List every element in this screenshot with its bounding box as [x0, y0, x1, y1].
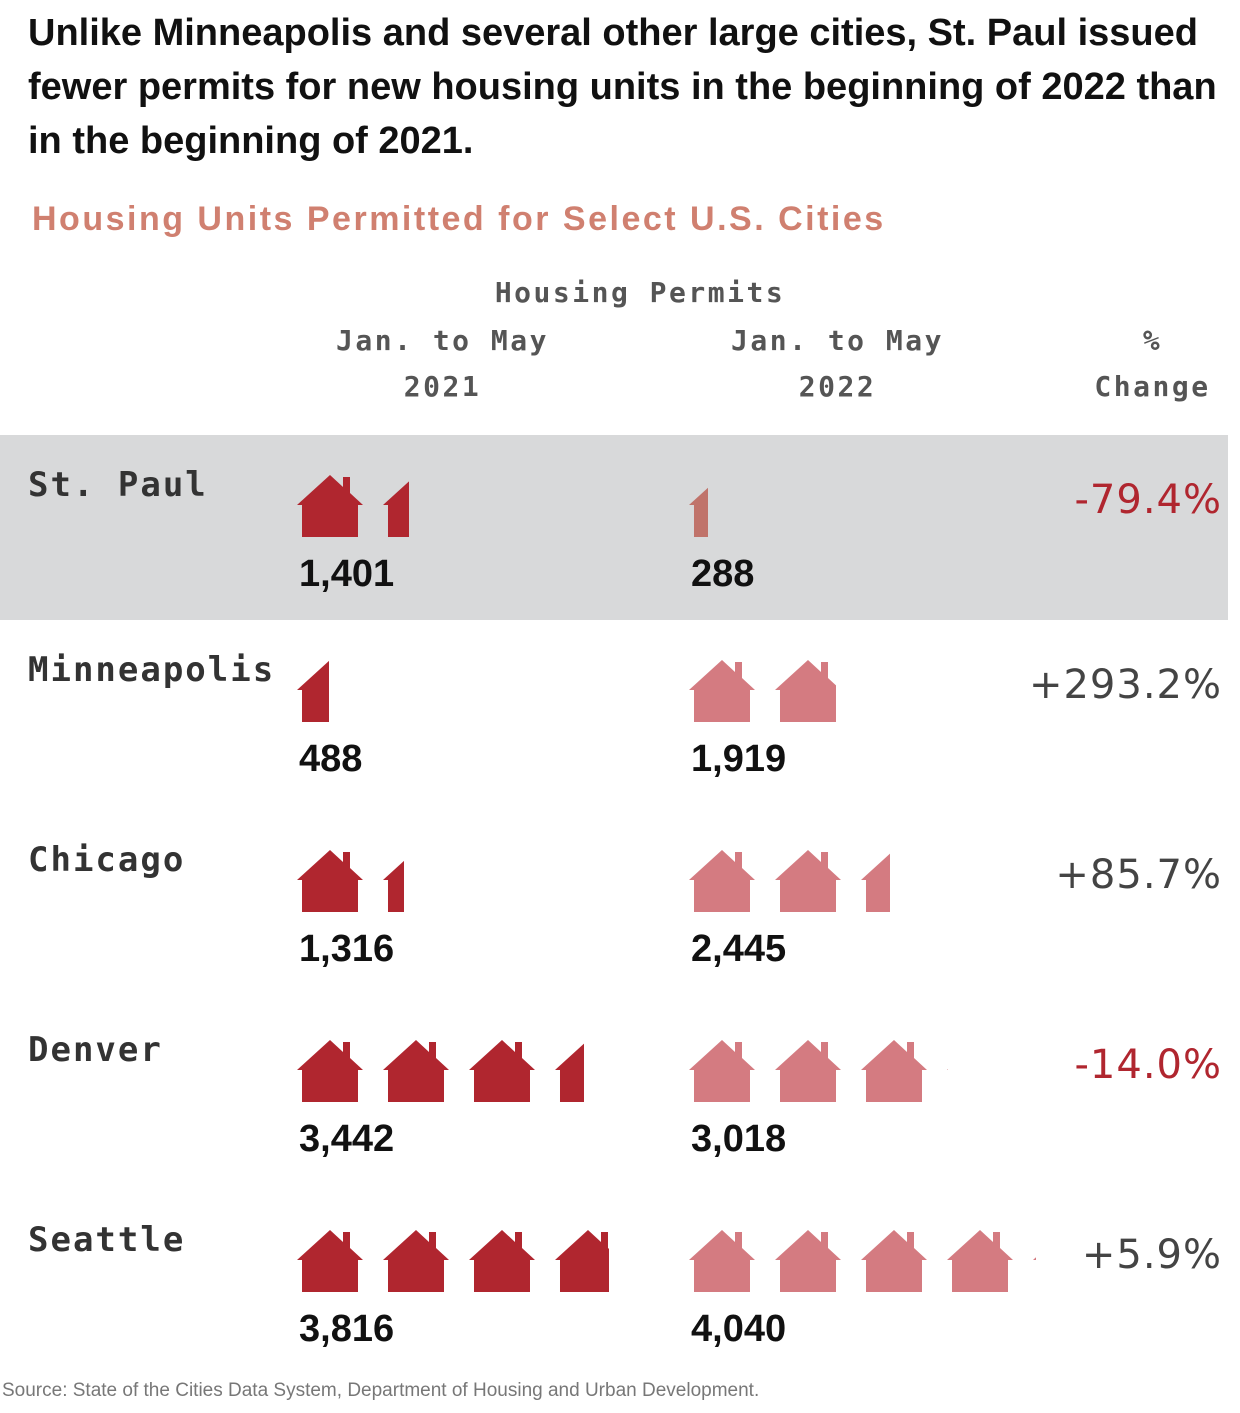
house-icon: [383, 480, 410, 537]
city-name: Minneapolis: [28, 650, 276, 690]
house-shape: [383, 1040, 449, 1102]
house-shape: [861, 853, 891, 912]
house-shape: [775, 850, 841, 912]
value-label: 1,919: [691, 738, 787, 780]
house-icon: [689, 660, 755, 722]
house-shape: [297, 660, 330, 722]
value-label: 1,401: [299, 553, 395, 595]
value-label: 3,816: [299, 1308, 395, 1350]
house-shape: [861, 1040, 927, 1102]
house-icon: [469, 1040, 535, 1102]
house-icon: [689, 487, 708, 537]
percent-change: -14.0%: [1074, 1042, 1222, 1088]
house-shape: [689, 850, 755, 912]
house-shape: [297, 475, 363, 537]
house-shape: [383, 1230, 449, 1292]
house-shape: [383, 480, 410, 537]
house-icon: [297, 1040, 363, 1102]
table-row: Seattle 3,816 4,040 +5.9%: [0, 1190, 1228, 1380]
city-name: Denver: [28, 1030, 163, 1070]
house-icon: [775, 850, 841, 912]
house-shape: [555, 1043, 585, 1102]
house-shape: [775, 1040, 841, 1102]
house-icon: [775, 1230, 841, 1292]
house-icon: [469, 1230, 535, 1292]
house-shape: [689, 660, 755, 722]
house-icon: [689, 1040, 755, 1102]
house-icon: [861, 1230, 927, 1292]
house-icon: [775, 1040, 841, 1102]
percent-change: -79.4%: [1074, 477, 1222, 523]
house-icon: [383, 861, 404, 912]
house-shape: [469, 1230, 535, 1292]
value-label: 1,316: [299, 928, 395, 970]
house-icon: [555, 1230, 609, 1292]
house-icon: [861, 1040, 927, 1102]
value-label: 3,018: [691, 1118, 787, 1160]
title: Unlike Minneapolis and several other lar…: [28, 12, 1217, 162]
house-shape: [689, 1230, 755, 1292]
house-shape: [689, 487, 708, 537]
city-name: St. Paul: [28, 465, 208, 505]
house-shape: [775, 1230, 841, 1292]
table-row: Minneapolis 488 1,919 +293.2%: [0, 620, 1228, 812]
percent-change: +85.7%: [1055, 852, 1222, 898]
house-shape: [555, 1230, 609, 1292]
value-label: 288: [691, 553, 755, 595]
value-label: 4,040: [691, 1308, 787, 1350]
house-shape: [1033, 1257, 1036, 1261]
house-icon: [775, 660, 836, 722]
house-icon: [297, 1230, 363, 1292]
house-shape: [383, 861, 404, 912]
table-row: Chicago 1,316 2,445 +85.7%: [0, 810, 1228, 1002]
house-icon: [297, 660, 330, 722]
percent-change: +293.2%: [1028, 662, 1222, 708]
table-row: Denver 3,442 3,018 -14.0%: [0, 1000, 1228, 1192]
house-shape: [775, 660, 836, 722]
value-label: 2,445: [691, 928, 787, 970]
house-shape: [689, 1040, 755, 1102]
table-row: St. Paul 1,401 288 -79.4%: [0, 435, 1228, 622]
column-header: Jan. to May 2021: [336, 324, 549, 403]
house-icon: [297, 475, 363, 537]
percent-change: +5.9%: [1081, 1232, 1222, 1278]
city-name: Chicago: [28, 840, 186, 880]
value-label: 3,442: [299, 1118, 395, 1160]
column-header: Jan. to May 2022: [731, 324, 944, 403]
house-shape: [297, 850, 363, 912]
city-name: Seattle: [28, 1220, 186, 1260]
group-header: Housing Permits: [494, 276, 786, 309]
house-shape: [297, 1040, 363, 1102]
source: Source: State of the Cities Data System,…: [2, 1380, 760, 1401]
house-icon: [689, 850, 755, 912]
house-icon: [861, 853, 891, 912]
house-icon: [555, 1043, 585, 1102]
house-icon: [947, 1068, 949, 1071]
house-icon: [947, 1230, 1013, 1292]
house-icon: [297, 850, 363, 912]
house-shape: [469, 1040, 535, 1102]
subtitle: Housing Units Permitted for Select U.S. …: [32, 200, 886, 238]
house-icon: [383, 1230, 449, 1292]
house-shape: [861, 1230, 927, 1292]
house-icon: [383, 1040, 449, 1102]
value-label: 488: [299, 738, 363, 780]
house-shape: [947, 1068, 949, 1071]
house-icon: [689, 1230, 755, 1292]
house-shape: [297, 1230, 363, 1292]
house-shape: [947, 1230, 1013, 1292]
house-icon: [1033, 1257, 1036, 1261]
column-header: % Change: [1094, 324, 1211, 403]
